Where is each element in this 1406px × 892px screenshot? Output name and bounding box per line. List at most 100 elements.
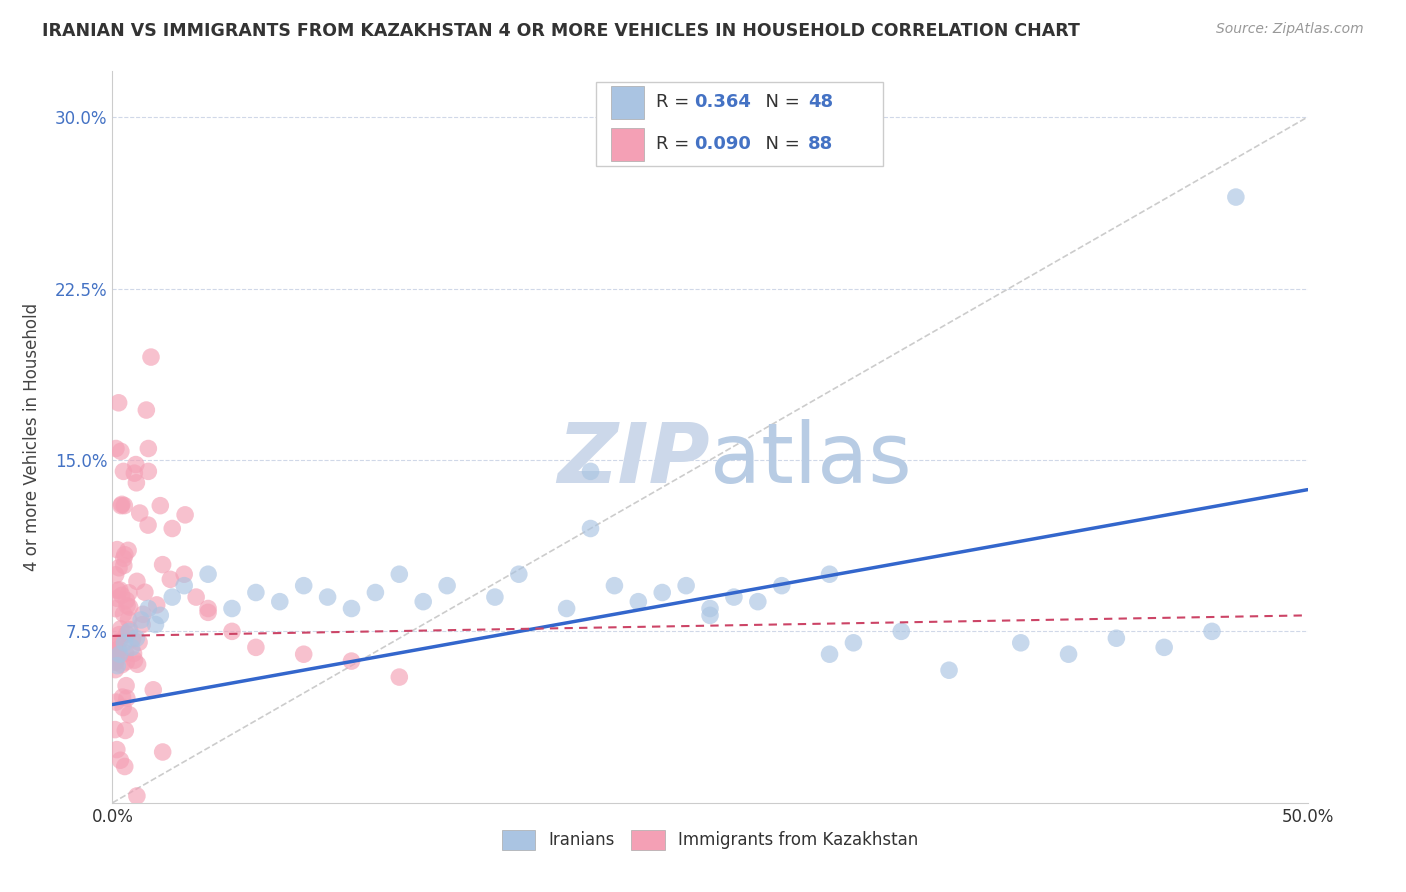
Point (1010, 636, 1032, 650)
Point (1105, 632, 1128, 646)
Point (842, 636, 865, 650)
Point (104, 601, 127, 615)
Point (134, 585, 156, 599)
Point (112, 558, 135, 573)
Point (104, 695, 127, 709)
Point (186, 590, 208, 604)
Point (603, 579, 626, 593)
Point (138, 601, 160, 615)
Point (292, 647, 315, 661)
Point (627, 595, 650, 609)
Point (111, 690, 134, 705)
Point (127, 657, 149, 672)
Point (111, 657, 134, 672)
Point (723, 590, 745, 604)
Point (197, 605, 219, 619)
Point (125, 632, 148, 646)
FancyBboxPatch shape (610, 128, 644, 161)
Text: 88: 88 (808, 136, 834, 153)
Point (145, 598, 167, 612)
Point (173, 579, 195, 593)
Point (112, 700, 135, 714)
Point (108, 647, 131, 661)
Point (105, 636, 128, 650)
Point (115, 655, 138, 669)
Point (197, 567, 219, 582)
Point (110, 753, 132, 767)
Point (221, 601, 243, 615)
Point (118, 586, 141, 600)
Point (388, 670, 411, 684)
Text: ZIP: ZIP (557, 418, 710, 500)
Point (110, 444, 132, 458)
Text: N =: N = (754, 136, 806, 153)
Point (117, 613, 139, 627)
Point (149, 499, 172, 513)
Point (107, 643, 129, 657)
Point (107, 396, 129, 410)
Point (135, 403, 157, 417)
Text: 48: 48 (808, 94, 834, 112)
Point (104, 663, 127, 677)
Point (221, 624, 243, 639)
Text: Source: ZipAtlas.com: Source: ZipAtlas.com (1216, 22, 1364, 37)
Point (128, 506, 150, 520)
Point (112, 551, 135, 566)
Point (162, 521, 183, 535)
Point (1201, 624, 1223, 639)
Text: R =: R = (657, 94, 695, 112)
Point (245, 640, 267, 655)
Point (104, 442, 127, 456)
Text: atlas: atlas (710, 418, 911, 500)
Point (124, 653, 146, 667)
Point (436, 579, 458, 593)
Point (104, 656, 127, 670)
Point (110, 622, 132, 636)
Point (174, 508, 197, 522)
Point (138, 442, 160, 456)
Point (651, 585, 673, 599)
Point (245, 585, 267, 599)
Point (508, 567, 530, 582)
Legend: Iranians, Immigrants from Kazakhstan: Iranians, Immigrants from Kazakhstan (495, 823, 925, 856)
Point (114, 723, 136, 738)
Point (770, 579, 793, 593)
Point (125, 574, 148, 589)
Point (675, 579, 697, 593)
Point (131, 617, 153, 632)
Point (890, 624, 912, 639)
Point (699, 601, 721, 615)
Point (125, 789, 148, 803)
Point (152, 745, 174, 759)
Point (118, 600, 141, 615)
Text: N =: N = (754, 94, 806, 112)
Point (114, 636, 135, 650)
Text: 0.090: 0.090 (695, 136, 751, 153)
Point (128, 635, 150, 649)
Point (115, 627, 138, 641)
Point (110, 499, 132, 513)
Point (118, 624, 141, 639)
Point (412, 595, 434, 609)
Point (579, 521, 602, 535)
Point (105, 658, 128, 673)
Point (555, 601, 578, 615)
Point (747, 595, 769, 609)
Point (107, 583, 129, 598)
Point (115, 599, 138, 613)
Point (118, 623, 141, 637)
Point (269, 595, 291, 609)
Text: 0.364: 0.364 (695, 94, 751, 112)
Point (316, 590, 339, 604)
Point (364, 585, 387, 599)
Point (115, 679, 138, 693)
Point (145, 617, 167, 632)
Point (112, 607, 135, 621)
Point (125, 475, 148, 490)
Point (124, 466, 146, 480)
Point (112, 499, 135, 513)
Point (162, 590, 183, 604)
Text: IRANIAN VS IMMIGRANTS FROM KAZAKHSTAN 4 OR MORE VEHICLES IN HOUSEHOLD CORRELATIO: IRANIAN VS IMMIGRANTS FROM KAZAKHSTAN 4 … (42, 22, 1080, 40)
Y-axis label: 4 or more Vehicles in Household: 4 or more Vehicles in Household (22, 303, 41, 571)
Point (105, 591, 128, 606)
